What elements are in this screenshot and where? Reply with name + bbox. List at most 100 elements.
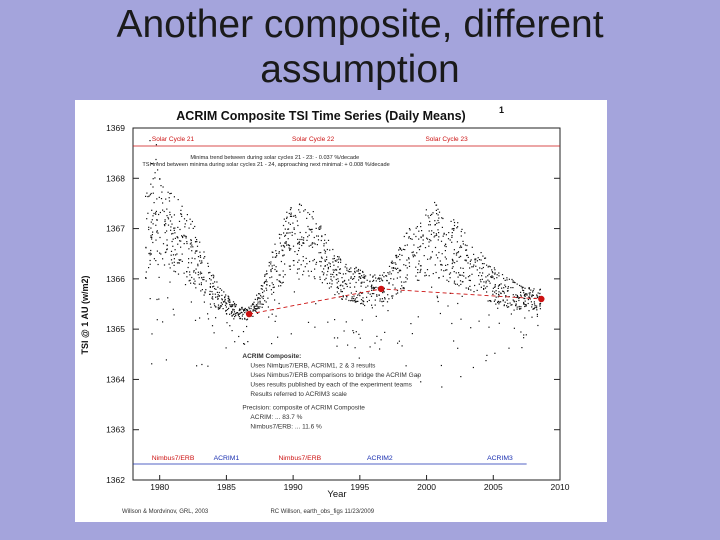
data-point — [414, 255, 416, 257]
data-point — [460, 235, 462, 237]
data-point — [189, 218, 191, 220]
data-point — [510, 304, 512, 306]
data-point — [174, 237, 176, 239]
data-point — [373, 293, 375, 295]
data-point — [208, 272, 210, 274]
data-point — [320, 252, 322, 254]
data-point — [457, 226, 459, 228]
data-point — [194, 283, 196, 285]
data-point — [318, 252, 320, 254]
data-point — [348, 268, 351, 270]
data-point — [348, 299, 350, 302]
data-point — [153, 202, 155, 204]
data-point — [225, 302, 227, 304]
data-point — [351, 299, 353, 301]
data-point — [408, 258, 410, 260]
data-point — [340, 289, 342, 291]
data-point — [506, 277, 508, 279]
data-point — [310, 270, 312, 272]
data-point — [147, 212, 149, 214]
data-point — [471, 273, 473, 275]
data-point — [298, 241, 300, 243]
data-point — [232, 304, 234, 306]
data-point — [308, 275, 310, 277]
data-point — [522, 289, 524, 291]
data-point — [351, 297, 353, 300]
data-point — [373, 288, 375, 290]
data-point — [525, 304, 527, 306]
data-point — [224, 298, 226, 301]
data-point — [401, 249, 403, 251]
data-point — [171, 223, 173, 225]
data-point — [435, 271, 437, 274]
data-point — [228, 307, 230, 309]
data-point — [495, 290, 497, 292]
data-point — [358, 279, 360, 281]
data-point — [279, 281, 281, 283]
data-point — [203, 301, 205, 303]
data-point — [146, 218, 148, 220]
data-point — [286, 216, 288, 218]
data-point — [285, 220, 287, 222]
data-point — [151, 163, 153, 165]
data-point — [529, 298, 531, 300]
data-point — [190, 262, 193, 264]
data-point — [388, 265, 391, 267]
data-point — [420, 381, 422, 383]
data-point — [343, 287, 345, 290]
data-point — [228, 296, 230, 298]
data-point — [455, 272, 457, 274]
data-point — [248, 306, 250, 308]
data-point — [214, 305, 216, 307]
data-point — [413, 233, 415, 235]
data-point — [354, 268, 356, 270]
data-point — [461, 295, 463, 297]
data-point — [199, 273, 201, 275]
data-point — [352, 273, 354, 275]
data-point — [195, 272, 197, 274]
data-point — [320, 239, 322, 242]
data-point — [403, 287, 405, 289]
data-point — [201, 363, 203, 366]
data-point — [508, 306, 510, 308]
data-point — [469, 263, 471, 265]
data-point — [148, 228, 150, 231]
data-point — [523, 337, 525, 339]
data-point — [369, 346, 371, 348]
data-point — [520, 294, 522, 296]
data-point — [524, 305, 526, 308]
instrument-label: ACRIM1 — [214, 455, 240, 462]
data-point — [193, 282, 195, 284]
data-point — [180, 213, 183, 215]
data-point — [374, 304, 376, 306]
data-point — [525, 305, 527, 307]
data-point — [388, 283, 390, 285]
data-point — [271, 265, 273, 267]
data-point — [492, 293, 494, 295]
data-point — [160, 198, 163, 200]
data-point — [228, 301, 230, 304]
data-point — [264, 280, 266, 283]
data-point — [165, 359, 167, 361]
data-point — [326, 264, 328, 266]
data-point — [293, 228, 295, 230]
data-point — [348, 279, 350, 281]
data-point — [271, 276, 273, 278]
data-point — [533, 288, 535, 290]
data-point — [207, 262, 209, 264]
data-point — [358, 333, 360, 335]
data-point — [265, 273, 267, 275]
data-point — [355, 301, 357, 303]
data-point — [443, 232, 445, 234]
data-point — [345, 298, 347, 300]
data-point — [234, 341, 236, 343]
data-point — [460, 230, 462, 233]
data-point — [401, 345, 403, 347]
data-point — [441, 217, 443, 219]
data-point — [416, 226, 418, 228]
data-point — [405, 232, 407, 234]
data-point — [257, 307, 259, 309]
data-point — [379, 298, 381, 300]
data-point — [394, 267, 396, 269]
data-point — [289, 223, 291, 225]
